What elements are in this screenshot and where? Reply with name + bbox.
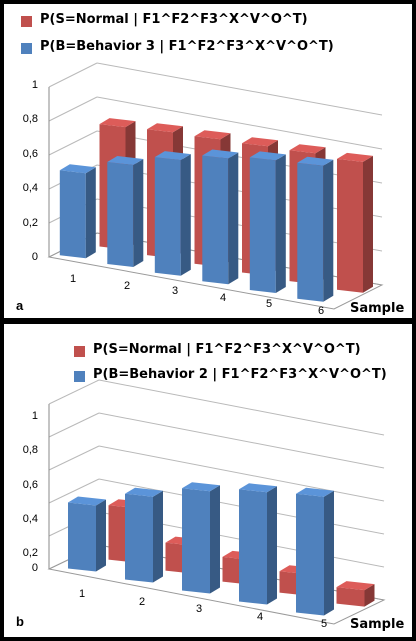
xtick-b-2: 2: [139, 596, 146, 608]
sidegrid-0-3: [48, 130, 98, 156]
bar-0-blue-4: [202, 149, 239, 285]
legend-a-blue-swatch: [21, 43, 32, 54]
xlabel-a: Sample: [350, 301, 405, 316]
legend-a-red-swatch: [21, 16, 32, 27]
sidegrid-1-2: [48, 478, 100, 504]
xtick-b-3: 3: [196, 603, 203, 615]
gridline-1-5: [98, 379, 385, 436]
legend-b-red-swatch: [74, 346, 85, 357]
bar-1-blue-4: [239, 483, 277, 605]
ytick-a-4: 0,2: [22, 217, 38, 229]
sidegrid-0-4: [48, 96, 98, 122]
legend-b-series-1: P(S=Normal | F1^F2^F3^X^V^O^T): [93, 342, 361, 357]
bar-0-blue-5: [249, 151, 286, 293]
gridline-1-3: [98, 445, 385, 502]
ytick-a-0: 1: [31, 79, 38, 91]
ytick-a-5: 0: [31, 251, 38, 263]
bar-1-blue-2: [125, 487, 163, 583]
sidegrid-1-5: [48, 379, 100, 405]
bar-0-blue-1: [59, 164, 96, 259]
bar-1-blue-5: [296, 487, 334, 616]
xtick-a-6: 6: [318, 305, 325, 317]
bar-0-blue-2: [107, 156, 144, 267]
gridline-0-1: [96, 198, 383, 252]
ytick-b-1: 0,8: [22, 444, 38, 456]
chart-panel-a: P(S=Normal | F1^F2^F3^X^V^O^T) P(B=Behav…: [4, 4, 412, 318]
xtick-b-4: 4: [257, 611, 264, 623]
chart-a-svg: [47, 62, 384, 310]
xtick-a-1: 1: [70, 273, 77, 285]
ytick-b-4: 0,2: [22, 547, 38, 559]
ytick-b-2: 0,6: [22, 479, 38, 491]
bar-1-blue-3: [182, 482, 220, 594]
legend-a-series-1: P(S=Normal | F1^F2^F3^X^V^O^T): [40, 12, 308, 27]
chart-panel-b: P(S=Normal | F1^F2^F3^X^V^O^T) P(B=Behav…: [4, 324, 412, 637]
sidegrid-1-4: [48, 412, 100, 438]
ytick-b-5: 0: [31, 562, 38, 574]
xtick-b-5: 5: [321, 618, 328, 630]
xtick-a-3: 3: [172, 285, 179, 297]
bar-0-blue-3: [154, 151, 191, 276]
ytick-a-3: 0,4: [22, 182, 38, 194]
xlabel-b: Sample: [350, 617, 405, 632]
ytick-a-2: 0,6: [22, 148, 38, 160]
xtick-a-4: 4: [220, 292, 227, 304]
gridline-0-5: [96, 62, 383, 116]
bar-1-blue-1: [68, 496, 106, 572]
gridline-0-2: [96, 164, 383, 218]
series-front-1: [68, 482, 334, 616]
xtick-b-1: 1: [79, 588, 86, 600]
legend-b-series-2: P(B=Behavior 2 | F1^F2^F3^X^V^O^T): [93, 367, 387, 382]
sidegrid-0-5: [48, 62, 98, 88]
gridline-0-3: [96, 130, 383, 184]
gridline-0-4: [96, 96, 383, 150]
xtick-a-5: 5: [266, 298, 273, 310]
panel-letter-a: a: [16, 298, 24, 313]
bar-0-blue-6: [297, 156, 334, 302]
ytick-b-3: 0,4: [22, 513, 38, 525]
xtick-a-2: 2: [124, 280, 131, 292]
series-front-0: [59, 149, 334, 302]
gridline-1-4: [98, 412, 385, 469]
ytick-b-0: 1: [31, 410, 38, 422]
ytick-a-1: 0,8: [22, 113, 38, 125]
chart-b-svg: [47, 379, 386, 625]
bar-0-red-6: [337, 152, 373, 293]
legend-a-series-2: P(B=Behavior 3 | F1^F2^F3^X^V^O^T): [40, 39, 334, 54]
sidegrid-1-3: [48, 445, 100, 471]
bar-1-red-5: [336, 581, 375, 607]
panel-letter-b: b: [16, 614, 24, 629]
legend-b-blue-swatch: [74, 371, 85, 382]
